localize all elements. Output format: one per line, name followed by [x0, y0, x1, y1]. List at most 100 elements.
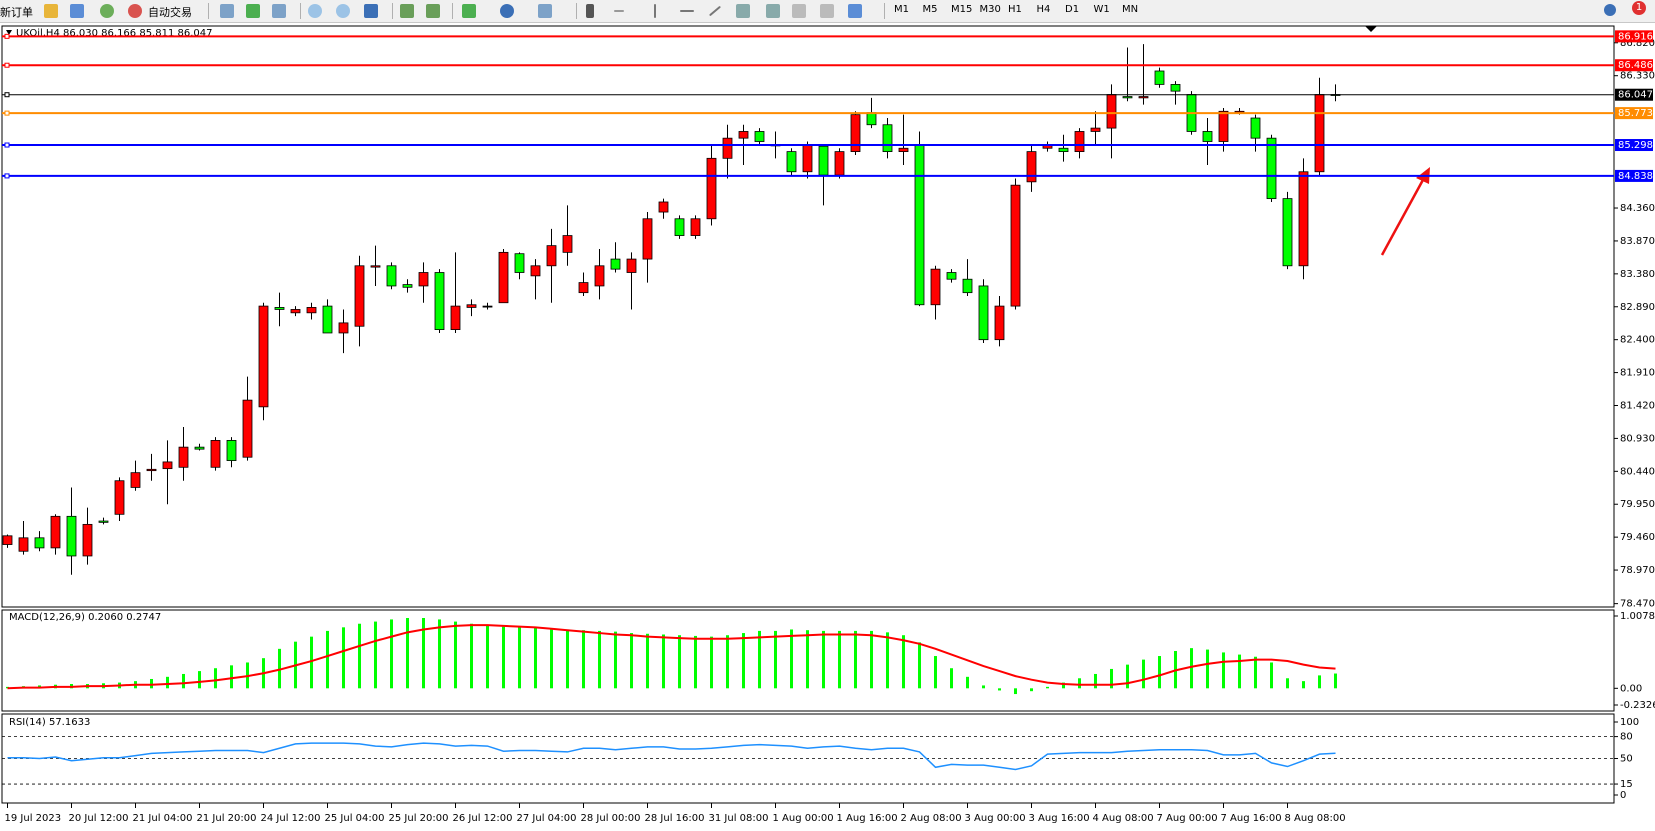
level-handle [4, 110, 10, 116]
crosshair-tool[interactable] [614, 10, 624, 12]
icon[interactable] [538, 4, 552, 18]
icon[interactable] [736, 4, 750, 18]
macd-bar [998, 688, 1001, 691]
period-button[interactable]: H4 [1036, 4, 1051, 15]
candle-body [194, 446, 205, 450]
x-tick-label: 21 Jul 04:00 [133, 813, 193, 824]
period-button[interactable]: M15 [951, 4, 973, 15]
x-tick-label: 28 Jul 16:00 [645, 813, 705, 824]
level-label: 85.773 [1618, 108, 1653, 119]
macd-bar [1062, 682, 1065, 689]
candle-body [1026, 151, 1037, 183]
x-tick-label: 2 Aug 08:00 [901, 813, 962, 824]
candle-body [1266, 137, 1277, 200]
search[interactable] [1604, 4, 1616, 16]
candle-body [1074, 131, 1085, 153]
icon[interactable] [848, 4, 862, 18]
macd-bar [838, 630, 841, 689]
level-label-box [1615, 59, 1653, 72]
candle-body [898, 147, 909, 153]
macd-bar [1206, 649, 1209, 689]
candle-body [754, 131, 765, 142]
y-tick-label: 82.890 [1620, 302, 1655, 313]
candle-body [50, 515, 61, 549]
y-tick-label: 78.470 [1620, 599, 1655, 610]
macd-bar [1078, 678, 1081, 689]
x-tick-label: 31 Jul 08:00 [709, 813, 769, 824]
macd-bar [1126, 664, 1129, 689]
icon[interactable] [820, 4, 834, 18]
y-tick-label: 80 [1620, 732, 1633, 743]
y-tick-label: 80.440 [1620, 466, 1655, 477]
x-tick-label: 24 Jul 12:00 [261, 813, 321, 824]
period-button[interactable]: M5 [922, 4, 938, 15]
candle-body [274, 307, 285, 310]
candle-body [962, 278, 973, 294]
icon[interactable] [100, 4, 114, 18]
separator [392, 3, 393, 19]
icon[interactable] [364, 4, 378, 18]
period-button[interactable]: W1 [1093, 4, 1110, 15]
macd-bar [678, 635, 681, 689]
y-tick-label: 81.910 [1620, 368, 1655, 379]
macd-bar [326, 630, 329, 689]
macd-bar [582, 630, 585, 689]
x-tick-label: 3 Aug 00:00 [965, 813, 1026, 824]
candle-body [738, 131, 749, 139]
period-button[interactable]: MN [1122, 4, 1139, 15]
candle-body [674, 218, 685, 236]
candle-body [802, 144, 813, 173]
new-order-button[interactable]: 新订单 [0, 6, 33, 19]
icon[interactable] [426, 4, 440, 18]
icon[interactable] [500, 4, 514, 18]
title-icon [6, 30, 12, 35]
icon[interactable] [766, 4, 780, 18]
candle-body [450, 305, 461, 330]
hline-tool[interactable] [680, 10, 694, 12]
candle-body [210, 440, 221, 468]
period-button[interactable]: H1 [1008, 4, 1022, 15]
macd-bar [966, 676, 969, 689]
macd-bar [1286, 678, 1289, 689]
macd-bar [214, 668, 217, 689]
candle-body [1090, 127, 1101, 132]
icon[interactable] [128, 4, 142, 18]
icon[interactable] [70, 4, 84, 18]
macd-bar [278, 648, 281, 689]
candle-body [658, 201, 669, 213]
zoom-out[interactable] [336, 4, 350, 18]
period-button[interactable]: D1 [1065, 4, 1080, 15]
macd-bar [982, 685, 985, 689]
vline-tool[interactable] [654, 4, 656, 18]
macd-bar [1318, 675, 1321, 689]
icon[interactable] [246, 4, 260, 18]
period-button[interactable]: M1 [894, 4, 909, 15]
icon[interactable] [220, 4, 234, 18]
macd-bar [502, 626, 505, 689]
icon[interactable] [792, 4, 806, 18]
zoom-in[interactable] [308, 4, 322, 18]
level-handle [4, 33, 10, 39]
level-handle [4, 173, 10, 179]
icon[interactable] [400, 4, 414, 18]
macd-bar [150, 678, 153, 689]
macd-bar [438, 619, 441, 689]
candle-body [626, 258, 637, 273]
icon[interactable] [462, 4, 476, 18]
macd-bar [486, 625, 489, 689]
candle-body [290, 309, 301, 314]
period-button[interactable]: M30 [979, 4, 1001, 15]
candle-body [1170, 84, 1181, 92]
notification-badge[interactable]: 1 [1632, 1, 1646, 15]
cursor-tool[interactable] [586, 4, 594, 18]
candle-body [418, 272, 429, 287]
macd-bar [1302, 681, 1305, 689]
candle-body [498, 251, 509, 304]
macd-bar [1270, 662, 1273, 689]
candle-body [306, 307, 317, 314]
macd-bar [694, 635, 697, 689]
icon[interactable] [44, 4, 58, 18]
auto-trading-button[interactable]: 自动交易 [148, 6, 192, 19]
candle-body [610, 258, 621, 270]
icon[interactable] [272, 4, 286, 18]
